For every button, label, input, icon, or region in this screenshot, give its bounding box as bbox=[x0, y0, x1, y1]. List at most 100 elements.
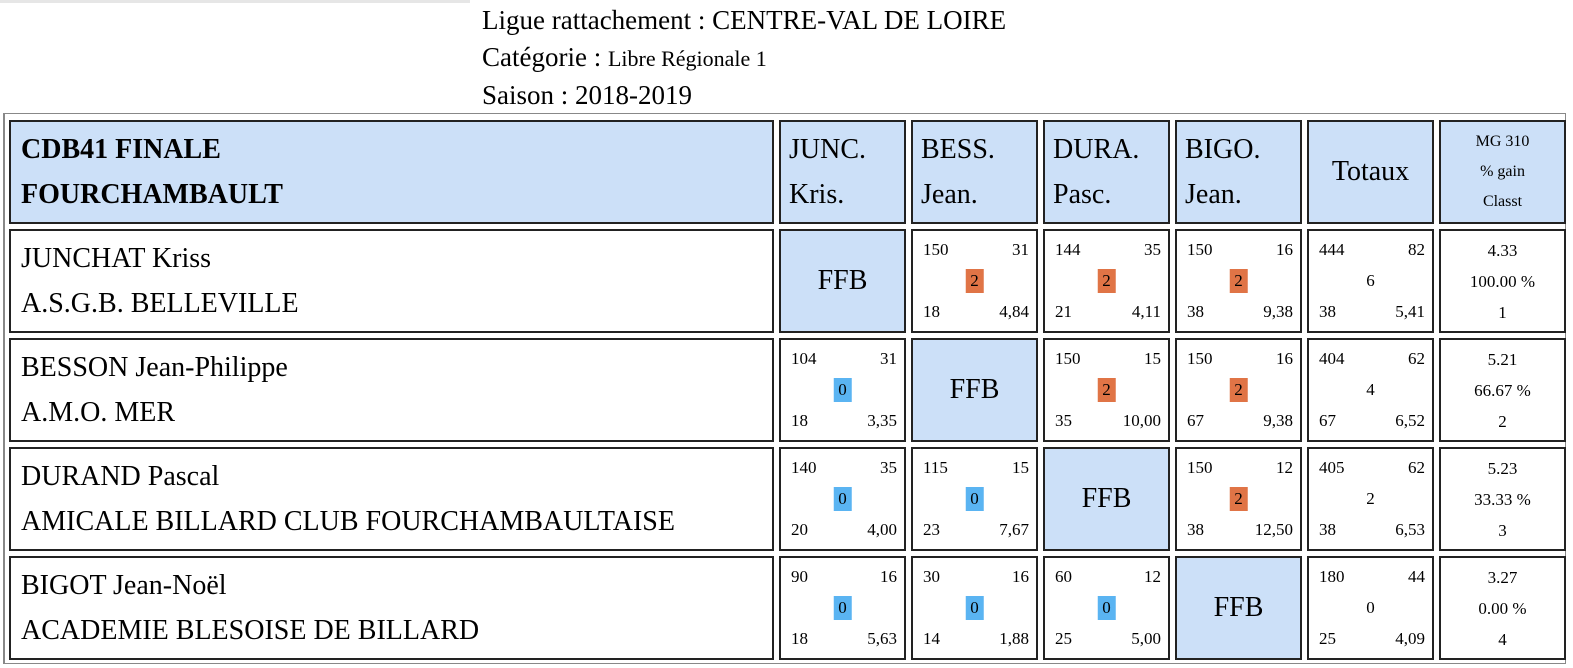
table-row: BESSON Jean-Philippe A.M.O. MER 104 31 18 3,3… bbox=[9, 338, 1566, 442]
competition-title: CDB41 FINALE FOURCHAMBAULT bbox=[9, 120, 774, 224]
high-run: 23 bbox=[923, 520, 940, 539]
player-name: BIGOT Jean-Noël bbox=[21, 570, 227, 601]
innings: 15 bbox=[1012, 458, 1029, 477]
ligue-label: Ligue rattachement : bbox=[482, 5, 713, 35]
top-divider bbox=[0, 0, 470, 3]
match-cell: 150 15 35 10,00 2 bbox=[1043, 338, 1170, 442]
col-head-bess: BESS. Jean. bbox=[911, 120, 1038, 224]
player-club: A.M.O. MER bbox=[21, 397, 176, 428]
points-made: 150 bbox=[923, 240, 949, 259]
match-cell: 60 12 25 5,00 0 bbox=[1043, 556, 1170, 660]
innings: 35 bbox=[1144, 240, 1161, 259]
match-cell: 140 35 20 4,00 0 bbox=[779, 447, 906, 551]
points-made: 150 bbox=[1187, 458, 1213, 477]
table-row: DURAND Pascal AMICALE BILLARD CLUB FOURCH… bbox=[9, 447, 1566, 551]
match-cell: 150 16 38 9,38 2 bbox=[1175, 229, 1302, 333]
innings: 12 bbox=[1276, 458, 1293, 477]
match-points-badge: 2 bbox=[1229, 378, 1248, 402]
ranking-cell: 5.21 66.67 % 2 bbox=[1439, 338, 1566, 442]
innings: 16 bbox=[1276, 349, 1293, 368]
match-cell: 90 16 18 5,63 0 bbox=[779, 556, 906, 660]
ranking-cell: 3.27 0.00 % 4 bbox=[1439, 556, 1566, 660]
player-cell: BESSON Jean-Philippe A.M.O. MER bbox=[9, 338, 774, 442]
match-points-badge: 0 bbox=[833, 596, 852, 620]
win-percentage: 0.00 % bbox=[1478, 598, 1527, 618]
total-cell: 404 62 67 6,52 4 bbox=[1307, 338, 1434, 442]
ranking: 3 bbox=[1498, 520, 1507, 540]
general-average: 5.21 bbox=[1487, 349, 1518, 369]
points-made: 115 bbox=[923, 458, 948, 477]
points-made: 444 bbox=[1319, 240, 1345, 259]
points-made: 140 bbox=[791, 458, 817, 477]
table-header-row: CDB41 FINALE FOURCHAMBAULT JUNC. Kris. B… bbox=[9, 120, 1566, 224]
col-head-totaux: Totaux bbox=[1307, 120, 1434, 224]
competition-info: Ligue rattachement : CENTRE-VAL DE LOIRE… bbox=[482, 2, 1006, 114]
match-points-badge: 0 bbox=[1097, 596, 1116, 620]
innings: 31 bbox=[880, 349, 897, 368]
innings: 62 bbox=[1408, 458, 1425, 477]
ranking-cell: 5.23 33.33 % 3 bbox=[1439, 447, 1566, 551]
points-made: 150 bbox=[1187, 240, 1213, 259]
high-run: 38 bbox=[1187, 520, 1204, 539]
ranking: 2 bbox=[1498, 411, 1507, 431]
high-run: 14 bbox=[923, 629, 940, 648]
ligue-value: CENTRE-VAL DE LOIRE bbox=[712, 5, 1007, 35]
ranking-cell: 4.33 100.00 % 1 bbox=[1439, 229, 1566, 333]
win-percentage: 33.33 % bbox=[1474, 489, 1531, 509]
high-run: 18 bbox=[923, 302, 940, 321]
points-made: 104 bbox=[791, 349, 817, 368]
high-run: 25 bbox=[1319, 629, 1336, 648]
match-points-badge: 2 bbox=[965, 269, 984, 293]
average: 12,50 bbox=[1254, 520, 1293, 539]
total-match-points: 2 bbox=[1366, 489, 1375, 508]
match-cell: 150 31 18 4,84 2 bbox=[911, 229, 1038, 333]
player-club: AMICALE BILLARD CLUB FOURCHAMBAULTAISE bbox=[21, 506, 675, 537]
table-row: JUNCHAT Kriss A.S.G.B. BELLEVILLE FFB 150 31… bbox=[9, 229, 1566, 333]
points-made: 405 bbox=[1319, 458, 1345, 477]
player-club: A.S.G.B. BELLEVILLE bbox=[21, 288, 299, 319]
col-head-bigo: BIGO. Jean. bbox=[1175, 120, 1302, 224]
total-match-points: 6 bbox=[1366, 271, 1375, 290]
total-cell: 444 82 38 5,41 6 bbox=[1307, 229, 1434, 333]
player-cell: DURAND Pascal AMICALE BILLARD CLUB FOURCH… bbox=[9, 447, 774, 551]
average: 5,41 bbox=[1395, 302, 1425, 321]
innings: 82 bbox=[1408, 240, 1425, 259]
average: 5,63 bbox=[867, 629, 897, 648]
match-points-badge: 0 bbox=[833, 487, 852, 511]
points-made: 404 bbox=[1319, 349, 1345, 368]
match-cell: 30 16 14 1,88 0 bbox=[911, 556, 1038, 660]
match-points-badge: 2 bbox=[1097, 269, 1116, 293]
self-match-cell: FFB bbox=[1043, 447, 1170, 551]
saison-line: Saison : 2018-2019 bbox=[482, 77, 1006, 114]
innings: 16 bbox=[880, 567, 897, 586]
categorie-value: Libre Régionale 1 bbox=[607, 46, 767, 71]
average: 4,09 bbox=[1395, 629, 1425, 648]
high-run: 25 bbox=[1055, 629, 1072, 648]
points-made: 150 bbox=[1055, 349, 1081, 368]
points-made: 150 bbox=[1187, 349, 1213, 368]
average: 6,53 bbox=[1395, 520, 1425, 539]
innings: 44 bbox=[1408, 567, 1425, 586]
high-run: 38 bbox=[1319, 520, 1336, 539]
match-cell: 150 16 67 9,38 2 bbox=[1175, 338, 1302, 442]
average: 3,35 bbox=[867, 411, 897, 430]
match-points-badge: 2 bbox=[1229, 487, 1248, 511]
innings: 15 bbox=[1144, 349, 1161, 368]
high-run: 18 bbox=[791, 411, 808, 430]
player-name: BESSON Jean-Philippe bbox=[21, 352, 288, 383]
average: 9,38 bbox=[1263, 302, 1293, 321]
points-made: 180 bbox=[1319, 567, 1345, 586]
innings: 62 bbox=[1408, 349, 1425, 368]
ranking: 4 bbox=[1498, 629, 1507, 649]
match-points-badge: 0 bbox=[965, 487, 984, 511]
saison-label: Saison : bbox=[482, 80, 576, 110]
innings: 16 bbox=[1012, 567, 1029, 586]
high-run: 38 bbox=[1319, 302, 1336, 321]
self-match-cell: FFB bbox=[911, 338, 1038, 442]
high-run: 67 bbox=[1187, 411, 1204, 430]
high-run: 20 bbox=[791, 520, 808, 539]
high-run: 38 bbox=[1187, 302, 1204, 321]
total-match-points: 4 bbox=[1366, 380, 1375, 399]
match-points-badge: 0 bbox=[833, 378, 852, 402]
average: 4,00 bbox=[867, 520, 897, 539]
